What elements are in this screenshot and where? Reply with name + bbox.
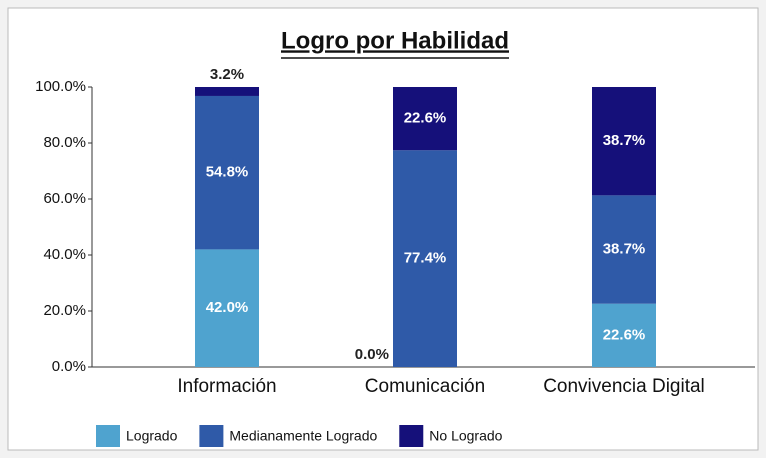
y-tick-label: 40.0% — [43, 246, 86, 263]
data-label: 38.7% — [603, 132, 646, 149]
data-label: 38.7% — [603, 241, 646, 258]
data-label: 3.2% — [210, 66, 244, 83]
bar-segment — [195, 249, 259, 367]
legend-swatch — [399, 425, 424, 447]
y-tick-label: 20.0% — [43, 302, 86, 319]
legend-label: Medianamente Logrado — [229, 428, 377, 444]
y-tick-label: 60.0% — [43, 190, 86, 207]
bar-segment — [592, 303, 656, 367]
x-tick-label: Información — [177, 376, 277, 397]
legend-swatch — [96, 425, 120, 447]
x-tick-label: Comunicación — [364, 376, 486, 397]
data-label: 0.0% — [355, 346, 389, 363]
data-label: 22.6% — [404, 110, 447, 127]
bar-segment — [195, 87, 259, 96]
bar-segment — [393, 150, 457, 367]
legend-label: No Logrado — [429, 428, 502, 444]
data-label: 77.4% — [404, 250, 447, 267]
y-tick-label: 100.0% — [35, 78, 86, 95]
bar-segment — [592, 87, 656, 196]
data-label: 54.8% — [206, 164, 249, 181]
chart-title: Logro por Habilidad — [281, 27, 509, 54]
y-tick-label: 0.0% — [52, 358, 86, 375]
legend-label: Logrado — [126, 428, 178, 444]
bar-segment — [592, 195, 656, 304]
bar-segment — [195, 95, 259, 250]
data-label: 22.6% — [603, 326, 646, 343]
bar-segment — [393, 87, 457, 151]
x-tick-label: Convivencia Digital — [543, 376, 705, 397]
data-label: 42.0% — [206, 299, 249, 316]
legend-swatch — [199, 425, 224, 447]
y-tick-label: 80.0% — [43, 134, 86, 151]
